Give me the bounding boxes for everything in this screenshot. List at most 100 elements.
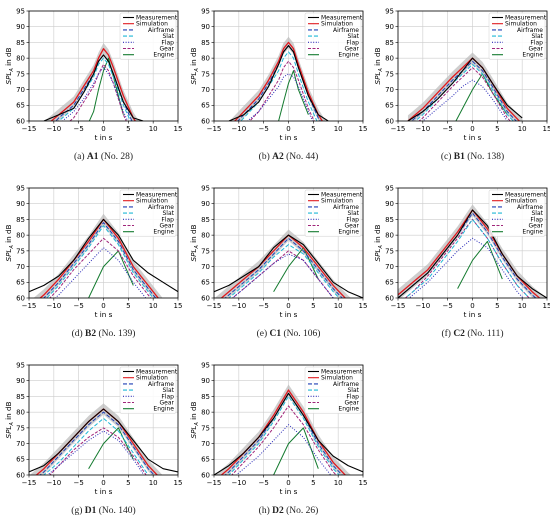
- series-line-slat: [404, 218, 530, 298]
- y-tick-label: 85: [385, 216, 394, 224]
- legend-label-airframe: Airframe: [148, 27, 174, 34]
- series-line-gear: [418, 67, 511, 121]
- x-tick-label: −5: [74, 125, 84, 133]
- x-tick-label: −5: [74, 479, 84, 487]
- x-tick-label: −15: [22, 479, 37, 487]
- y-tick-label: 65: [16, 279, 25, 287]
- x-tick-label: 0: [286, 302, 290, 310]
- x-axis-label: t in s: [95, 487, 113, 496]
- y-tick-label: 75: [201, 70, 210, 78]
- series-line-simulation: [50, 48, 137, 121]
- subplot-d1: −15 −10 −5 0 5 10 15 60 65 70 75 80 85 90 95 t in s SPLA…: [4, 361, 182, 516]
- plot-area: [398, 204, 547, 298]
- y-tick-label: 80: [16, 232, 25, 240]
- y-tick-label: 75: [385, 247, 394, 255]
- y-tick-label: 85: [16, 393, 25, 401]
- legend-label-engine: Engine: [153, 52, 174, 59]
- x-axis-label: t in s: [464, 310, 482, 319]
- plot-area: [228, 36, 329, 121]
- y-tick-label: 60: [201, 294, 210, 302]
- y-tick-label: 75: [16, 70, 25, 78]
- simulation-band: [33, 213, 163, 298]
- y-axis-label: SPLA in dB: [373, 224, 384, 261]
- plot-area: [214, 384, 363, 475]
- y-axis-label: SPLA in dB: [189, 47, 200, 84]
- legend-label-measurement: Measurement: [505, 192, 547, 199]
- plot-area: [29, 403, 178, 475]
- legend-box: [304, 189, 362, 237]
- y-tick-label: 85: [385, 39, 394, 47]
- series-line-slat: [414, 63, 514, 121]
- x-tick-label: 5: [311, 302, 315, 310]
- x-tick-label: 10: [149, 479, 158, 487]
- series-line-measurement: [228, 45, 329, 121]
- legend-box: [304, 12, 362, 60]
- x-tick-label: 0: [286, 125, 290, 133]
- legend-label-airframe: Airframe: [148, 204, 174, 211]
- legend-box: [119, 366, 177, 414]
- subplot-b1: −15 −10 −5 0 5 10 15 60 65 70 75 80 85 90 95 t in s SPLA…: [373, 7, 550, 162]
- y-tick-label: 80: [201, 55, 210, 63]
- y-tick-label: 80: [16, 409, 25, 417]
- y-tick-label: 75: [16, 247, 25, 255]
- plot-area: [214, 229, 363, 298]
- y-tick-label: 90: [16, 200, 25, 208]
- y-tick-label: 85: [201, 216, 210, 224]
- legend-label-engine: Engine: [338, 406, 359, 413]
- series-line-slat: [228, 395, 340, 475]
- legend-label-measurement: Measurement: [505, 15, 547, 22]
- y-tick-label: 80: [201, 409, 210, 417]
- y-tick-label: 90: [201, 23, 210, 31]
- series-line-gear: [231, 405, 337, 475]
- series-line-engine: [457, 240, 503, 289]
- legend-label-flap: Flap: [161, 39, 174, 46]
- simulation-band: [29, 403, 163, 475]
- x-tick-label: 15: [543, 125, 550, 133]
- legend-label-airframe: Airframe: [517, 204, 543, 211]
- legend-label-gear: Gear: [345, 223, 360, 230]
- legend-box: [119, 12, 177, 60]
- x-tick-label: −15: [207, 479, 222, 487]
- legend-box: [304, 366, 362, 414]
- series-line-airframe: [43, 222, 157, 298]
- x-tick-label: 10: [334, 125, 343, 133]
- y-axis-label: SPLA in dB: [4, 47, 15, 84]
- series-line-measurement: [214, 234, 363, 298]
- plot-area: [43, 43, 144, 121]
- subplot-caption: (c) B1 (No. 138): [441, 151, 504, 162]
- legend-label-slat: Slat: [347, 210, 359, 217]
- legend-label-simulation: Simulation: [136, 375, 168, 382]
- subplot-caption: (f) C2 (No. 111): [441, 328, 503, 339]
- y-tick-label: 95: [16, 7, 25, 15]
- x-tick-label: 15: [174, 302, 183, 310]
- y-tick-label: 60: [201, 117, 210, 125]
- legend-label-engine: Engine: [338, 229, 359, 236]
- x-tick-label: 5: [495, 125, 499, 133]
- legend: MeasurementSimulationAirframeSlatFlapGea…: [304, 189, 363, 237]
- y-axis-label: SPLA in dB: [189, 224, 200, 261]
- legend-label-gear: Gear: [529, 46, 544, 53]
- y-tick-label: 95: [16, 184, 25, 192]
- series-line-measurement: [214, 392, 363, 475]
- y-tick-label: 75: [201, 247, 210, 255]
- y-axis-label: SPLA in dB: [189, 401, 200, 438]
- x-tick-label: −10: [231, 479, 246, 487]
- y-tick-label: 80: [385, 55, 394, 63]
- legend-label-simulation: Simulation: [321, 198, 353, 205]
- legend: MeasurementSimulationAirframeSlatFlapGea…: [488, 12, 547, 60]
- legend-label-flap: Flap: [530, 216, 543, 223]
- legend-label-flap: Flap: [161, 216, 174, 223]
- y-tick-label: 95: [385, 7, 394, 15]
- x-axis-label: t in s: [95, 310, 113, 319]
- legend: MeasurementSimulationAirframeSlatFlapGea…: [304, 366, 363, 414]
- legend: MeasurementSimulationAirframeSlatFlapGea…: [119, 366, 178, 414]
- x-tick-label: 10: [149, 302, 158, 310]
- legend-label-slat: Slat: [531, 210, 543, 217]
- y-axis-label: SPLA in dB: [4, 401, 15, 438]
- y-tick-label: 60: [16, 117, 25, 125]
- x-axis-label: t in s: [280, 133, 298, 142]
- subplot-caption: (h) D2 (No. 26): [259, 505, 319, 516]
- series-line-measurement: [29, 218, 178, 293]
- y-tick-label: 75: [16, 424, 25, 432]
- x-tick-label: −5: [259, 479, 269, 487]
